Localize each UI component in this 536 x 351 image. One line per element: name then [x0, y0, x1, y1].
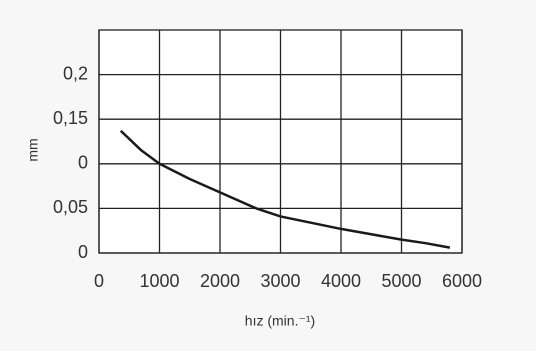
y-tick-label: 0 — [78, 153, 88, 173]
x-tick-label: 3000 — [260, 271, 300, 291]
y-tick-label: 0,2 — [63, 63, 88, 83]
x-tick-label: 2000 — [200, 271, 240, 291]
x-tick-label: 4000 — [321, 271, 361, 291]
x-tick-label: 0 — [94, 271, 104, 291]
y-tick-label: 0,15 — [53, 108, 88, 128]
line-series — [119, 129, 451, 249]
y-tick-label: 0,05 — [53, 197, 88, 217]
y-tick-label: 0 — [78, 242, 88, 262]
x-tick-label: 5000 — [381, 271, 421, 291]
x-tick-label: 6000 — [442, 271, 482, 291]
y-axis-label: mm — [25, 138, 41, 161]
x-axis-label: hız (min.⁻¹) — [245, 313, 315, 329]
x-tick-label: 1000 — [139, 271, 179, 291]
